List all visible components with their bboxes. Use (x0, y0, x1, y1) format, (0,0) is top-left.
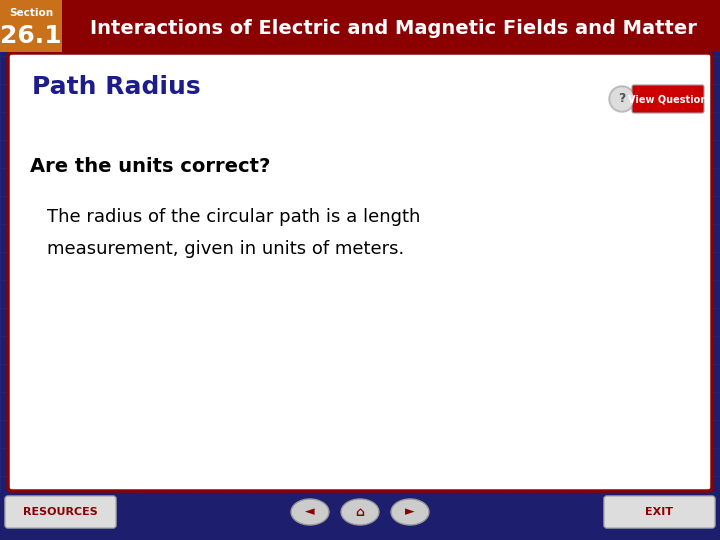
Circle shape (609, 86, 635, 112)
Text: Are the units correct?: Are the units correct? (30, 158, 271, 177)
FancyBboxPatch shape (0, 0, 62, 52)
Text: EXIT: EXIT (645, 507, 673, 517)
FancyBboxPatch shape (604, 496, 715, 528)
FancyBboxPatch shape (5, 496, 116, 528)
Text: ⌂: ⌂ (356, 505, 364, 518)
FancyBboxPatch shape (632, 85, 704, 113)
Text: 26.1: 26.1 (0, 24, 62, 48)
Text: ◄: ◄ (305, 505, 315, 518)
Text: Path Radius: Path Radius (32, 75, 201, 99)
FancyBboxPatch shape (0, 0, 720, 52)
Text: RESOURCES: RESOURCES (22, 507, 97, 517)
Ellipse shape (291, 499, 329, 525)
FancyBboxPatch shape (8, 53, 712, 491)
Ellipse shape (391, 499, 429, 525)
FancyBboxPatch shape (0, 493, 720, 540)
Text: ?: ? (618, 92, 626, 105)
Text: View Question: View Question (629, 94, 708, 104)
Circle shape (611, 88, 633, 110)
Ellipse shape (341, 499, 379, 525)
Text: The radius of the circular path is a length: The radius of the circular path is a len… (47, 208, 420, 226)
Text: measurement, given in units of meters.: measurement, given in units of meters. (47, 240, 404, 258)
Text: Interactions of Electric and Magnetic Fields and Matter: Interactions of Electric and Magnetic Fi… (89, 18, 696, 37)
Text: ►: ► (405, 505, 415, 518)
Text: Section: Section (9, 8, 53, 18)
